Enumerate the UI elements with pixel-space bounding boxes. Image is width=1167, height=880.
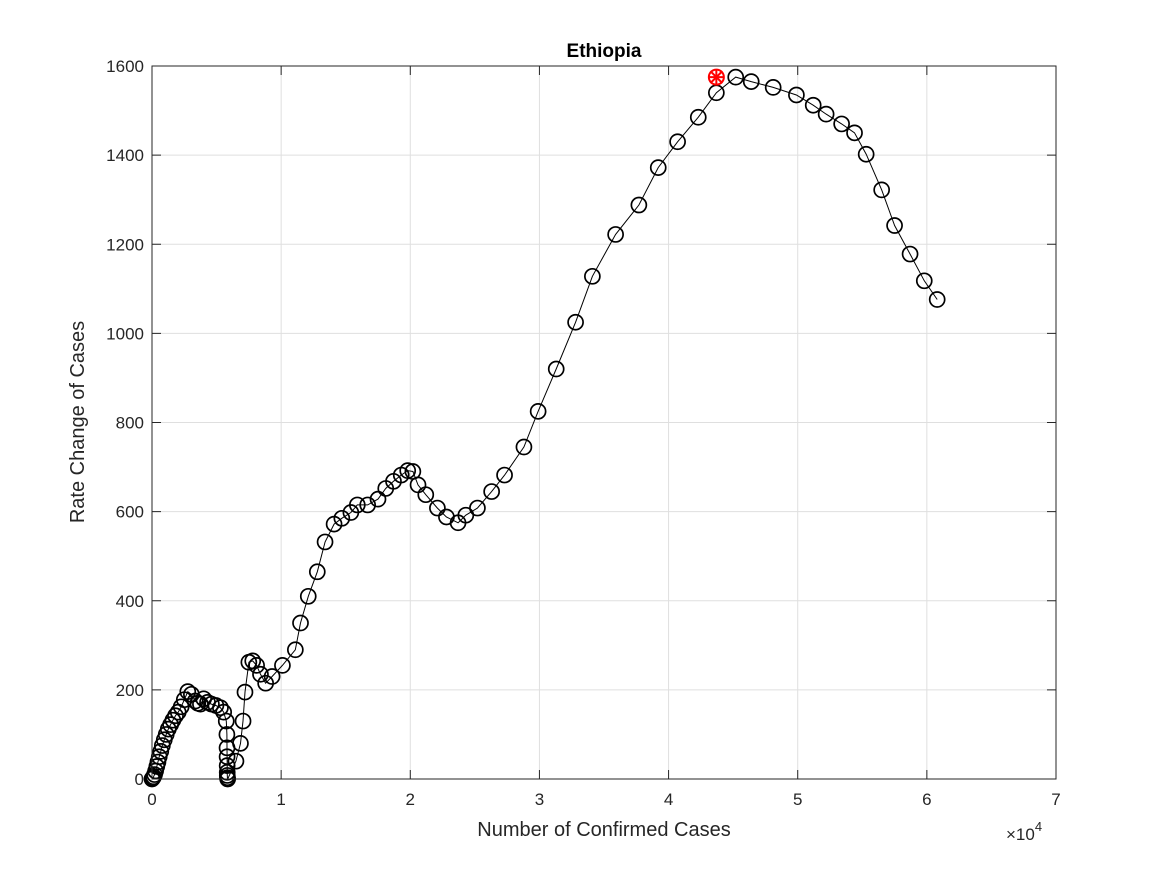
y-tick-label: 1400 [106, 146, 144, 165]
y-axis-label: Rate Change of Cases [67, 321, 89, 523]
data-point [496, 466, 513, 484]
data-point [515, 438, 533, 456]
data-point [234, 712, 252, 730]
data-point [232, 734, 249, 752]
data-point [804, 96, 822, 114]
data-point [547, 360, 565, 378]
data-point [901, 245, 919, 263]
data-point [742, 73, 760, 90]
data-point [567, 313, 584, 331]
data-point [263, 668, 281, 685]
x-tick-label: 1 [276, 790, 285, 809]
x-tick-label: 3 [535, 790, 544, 809]
data-point [483, 483, 500, 500]
x-tick-label: 4 [664, 790, 673, 809]
data-point [274, 657, 291, 674]
data-point [727, 68, 745, 86]
y-tick-label: 1200 [106, 235, 144, 254]
data-point [244, 652, 262, 670]
peak-marker [707, 68, 725, 86]
data-point [928, 291, 946, 308]
data-point [227, 752, 245, 770]
data-point [607, 226, 624, 243]
data-point [669, 133, 686, 151]
x-tick-label: 0 [147, 790, 156, 809]
grid-lines [152, 66, 1056, 779]
data-point [215, 703, 233, 721]
x-axis-exponent: ×104 [1006, 819, 1042, 844]
data-point [399, 462, 417, 479]
data-point [308, 563, 326, 581]
x-tick-label: 5 [793, 790, 802, 809]
data-point [630, 196, 648, 214]
data-point [292, 614, 309, 632]
y-tick-label: 1600 [106, 57, 144, 76]
data-point [348, 496, 366, 514]
x-exponent-base: ×10 [1006, 825, 1035, 844]
data-point [218, 757, 236, 774]
peak-marker-diag2 [709, 70, 724, 84]
x-axis-label: Number of Confirmed Cases [477, 819, 730, 841]
data-point [417, 486, 435, 504]
chart-title: Ethiopia [567, 41, 642, 62]
x-exponent-power: 4 [1035, 819, 1042, 834]
data-point [172, 698, 190, 716]
x-tick-label: 7 [1051, 790, 1060, 809]
data-point [248, 657, 265, 674]
data-point [252, 665, 269, 683]
data-point [316, 533, 334, 551]
y-tick-label: 200 [116, 681, 144, 700]
x-tick-label: 6 [922, 790, 931, 809]
data-point [236, 683, 254, 701]
data-point [788, 86, 805, 104]
data-point [429, 499, 446, 517]
data-point [218, 726, 236, 743]
y-tick-label: 1000 [106, 324, 144, 343]
data-point [846, 124, 863, 142]
data-series [143, 68, 946, 788]
data-point [689, 108, 707, 126]
data-point [286, 641, 304, 659]
data-point [649, 159, 667, 176]
y-tick-label: 600 [116, 503, 144, 522]
data-point [299, 587, 317, 605]
data-point [817, 105, 835, 123]
data-point [217, 712, 235, 730]
data-point [833, 115, 850, 133]
data-point [529, 403, 547, 420]
data-point [469, 499, 486, 517]
y-tick-label: 800 [116, 414, 144, 433]
data-point [873, 181, 891, 199]
data-point [167, 707, 184, 725]
data-point [915, 272, 933, 290]
axis-ticks: 0 1 2 3 4 5 6 7 0 200 400 600 800 1000 1200 1400 1600 [106, 57, 1061, 809]
data-point [359, 496, 377, 514]
data-point [333, 509, 351, 527]
data-point [369, 490, 387, 508]
y-tick-label: 400 [116, 592, 144, 611]
data-point [764, 79, 782, 96]
y-tick-label: 0 [135, 770, 144, 789]
data-point [857, 145, 875, 163]
data-point [886, 217, 903, 234]
data-point [584, 267, 601, 285]
x-tick-label: 2 [406, 790, 415, 809]
